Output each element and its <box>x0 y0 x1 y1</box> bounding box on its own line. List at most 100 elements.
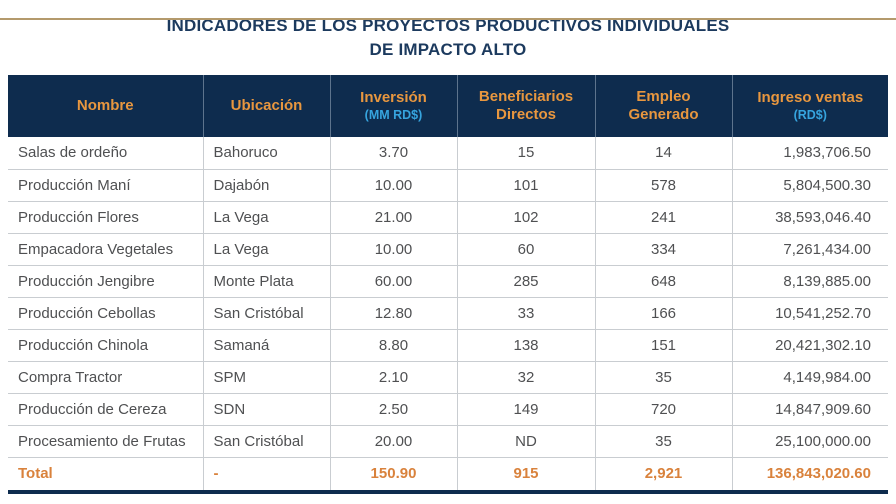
table-cell: 7,261,434.00 <box>731 233 888 266</box>
column-header-beneficiarios-directos: Beneficiarios Directos <box>456 75 595 137</box>
table-cell: 138 <box>456 329 595 362</box>
table-cell: Salas de ordeño <box>8 137 203 170</box>
table-header-row: Nombre Ubicación Inversión (MM RD$) Bene… <box>8 75 888 137</box>
table-cell: Producción Flores <box>8 201 203 234</box>
table-cell: Bahoruco <box>202 137 330 170</box>
table-cell: SDN <box>202 393 330 426</box>
table-cell: Producción Chinola <box>8 329 203 362</box>
top-divider-line <box>0 18 896 20</box>
table-cell: 38,593,046.40 <box>731 201 888 234</box>
table-cell: 2.50 <box>329 393 457 426</box>
column-header-label: Beneficiarios Directos <box>478 88 574 123</box>
table-cell: 14,847,909.60 <box>731 393 888 426</box>
table-cell: 3.70 <box>329 137 457 170</box>
table-cell: SPM <box>202 361 330 394</box>
table-cell: 578 <box>594 169 732 202</box>
table-cell: 14 <box>594 137 732 170</box>
table-cell: 12.80 <box>329 297 457 330</box>
column-header-inversion: Inversión (MM RD$) <box>329 75 457 137</box>
total-cell: 150.90 <box>329 457 457 492</box>
table-cell: 102 <box>456 201 595 234</box>
column-header-nombre: Nombre <box>8 75 203 137</box>
table-cell: 32 <box>456 361 595 394</box>
table-cell: San Cristóbal <box>202 425 330 458</box>
column-header-ingreso-ventas: Ingreso ventas (RD$) <box>731 75 888 137</box>
table-cell: 10,541,252.70 <box>731 297 888 330</box>
table-cell: 60 <box>456 233 595 266</box>
table-cell: San Cristóbal <box>202 297 330 330</box>
table-cell: 149 <box>456 393 595 426</box>
table-cell: 5,804,500.30 <box>731 169 888 202</box>
table-cell: 25,100,000.00 <box>731 425 888 458</box>
table-cell: 648 <box>594 265 732 298</box>
table-cell: Dajabón <box>202 169 330 202</box>
table-cell: 35 <box>594 425 732 458</box>
total-cell: - <box>202 457 330 492</box>
table-cell: Producción de Cereza <box>8 393 203 426</box>
table-foot: Total -150.90 915 2,921 136,843,020.60 <box>8 457 888 492</box>
page-title-line1: INDICADORES DE LOS PROYECTOS PRODUCTIVOS… <box>166 16 730 35</box>
table-row: Empacadora Vegetales La Vega 10.00 60 334 7,2… <box>8 233 888 266</box>
table-cell: 10.00 <box>329 233 457 266</box>
table-cell: 21.00 <box>329 201 457 234</box>
table-row: Producción Flores La Vega 21.00 102 241 38,59… <box>8 201 888 234</box>
total-cell: 915 <box>456 457 595 492</box>
table-total-row: Total -150.90 915 2,921 136,843,020.60 <box>8 457 888 492</box>
table-cell: 4,149,984.00 <box>731 361 888 394</box>
table-head: Nombre Ubicación Inversión (MM RD$) Bene… <box>8 75 888 137</box>
table-cell: 285 <box>456 265 595 298</box>
table-cell: Producción Maní <box>8 169 203 202</box>
table-cell: 35 <box>594 361 732 394</box>
table-row: Producción Jengibre Monte Plata 60.00 285 64… <box>8 265 888 298</box>
table-cell: La Vega <box>202 233 330 266</box>
table-row: Procesamiento de Frutas San Cristóbal 20.0… <box>8 425 888 458</box>
report-page: INDICADORES DE LOS PROYECTOS PRODUCTIVOS… <box>0 14 896 494</box>
column-header-label: Empleo Generado <box>628 88 699 123</box>
table-cell: La Vega <box>202 201 330 234</box>
column-header-ubicacion: Ubicación <box>202 75 330 137</box>
table-cell: 151 <box>594 329 732 362</box>
table-cell: 241 <box>594 201 732 234</box>
table-cell: 15 <box>456 137 595 170</box>
table-cell: 20.00 <box>329 425 457 458</box>
table-cell: Compra Tractor <box>8 361 203 394</box>
total-cell: Total <box>18 465 53 483</box>
column-header-label: Ingreso ventas <box>757 89 864 106</box>
column-header-sub-label: (RD$) <box>793 108 827 122</box>
column-header-label: Inversión <box>360 89 427 106</box>
table-row: Producción de Cereza SDN 2.50 149 720 14,847,… <box>8 393 888 426</box>
table-cell: 20,421,302.10 <box>731 329 888 362</box>
table-row: Salas de ordeño Bahoruco 3.70 15 14 1,983,706… <box>8 137 888 170</box>
table-cell: Producción Jengibre <box>8 265 203 298</box>
table-cell: ND <box>456 425 595 458</box>
total-cell: 2,921 <box>594 457 732 492</box>
table-cell: Producción Cebollas <box>8 297 203 330</box>
column-header-sub-label: (MM RD$) <box>364 108 423 122</box>
column-header-label: Nombre <box>76 97 134 114</box>
table-cell: 101 <box>456 169 595 202</box>
indicators-table: Nombre Ubicación Inversión (MM RD$) Bene… <box>8 75 888 494</box>
table-cell: 60.00 <box>329 265 457 298</box>
table-body: Salas de ordeño Bahoruco 3.70 15 14 1,983,706… <box>8 137 888 458</box>
total-cell: 136,843,020.60 <box>731 457 888 492</box>
table-cell: 10.00 <box>329 169 457 202</box>
table-cell: Samaná <box>202 329 330 362</box>
table-cell: Empacadora Vegetales <box>8 233 203 266</box>
column-header-empleo-generado: Empleo Generado <box>594 75 732 137</box>
table-cell: 8,139,885.00 <box>731 265 888 298</box>
table-cell: Procesamiento de Frutas <box>8 425 203 458</box>
table-row: Producción Chinola Samaná 8.80 138 151 20,421… <box>8 329 888 362</box>
column-header-label: Ubicación <box>230 97 303 114</box>
table-cell: 2.10 <box>329 361 457 394</box>
table-cell: 8.80 <box>329 329 457 362</box>
table-row: Producción Maní Dajabón 10.00 101 578 5,804,5… <box>8 169 888 202</box>
table-cell: 720 <box>594 393 732 426</box>
table-cell: Monte Plata <box>202 265 330 298</box>
table-row: Compra Tractor SPM 2.10 32 35 4,149,984.00 <box>8 361 888 394</box>
page-title-line2: DE IMPACTO ALTO <box>369 40 527 59</box>
table-cell: 334 <box>594 233 732 266</box>
table-cell: 33 <box>456 297 595 330</box>
table-cell: 166 <box>594 297 732 330</box>
table-cell: 1,983,706.50 <box>731 137 888 170</box>
table-row: Producción Cebollas San Cristóbal 12.80 33 1… <box>8 297 888 330</box>
